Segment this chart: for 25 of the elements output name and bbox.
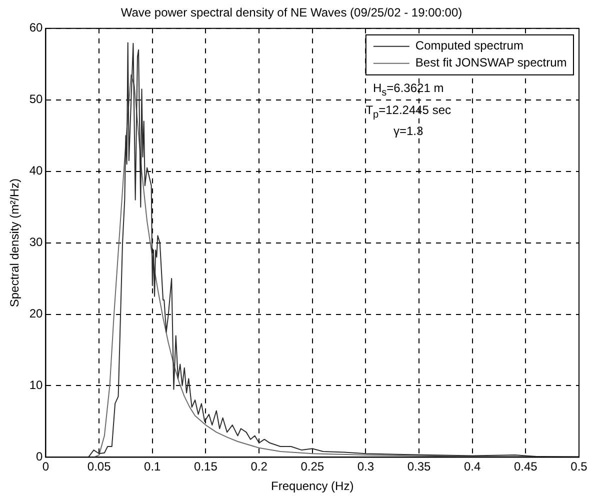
x-tick-label: 0.45 [514, 460, 538, 474]
y-tick-label: 40 [29, 164, 44, 178]
x-tick-label: 0.5 [570, 460, 588, 474]
annotation: T$_{p}$=12.2445 sec [366, 102, 451, 122]
y-tick-label: 10 [29, 378, 44, 392]
x-tick-label: 0.35 [407, 460, 432, 474]
x-tick-label: 0.4 [464, 460, 482, 474]
chart-title: Wave power spectral density of NE Waves (09/25/02 - 19:00:00) [120, 6, 462, 20]
annotation: γ=1.3 [392, 123, 424, 140]
x-tick-label: 0.2 [250, 460, 268, 474]
y-tick-label: 30 [29, 235, 44, 250]
y-tick-label: 60 [29, 20, 44, 35]
legend-label: Computed spectrum [415, 38, 524, 53]
annotation: H$_{s}$=6.3621 m [372, 80, 445, 101]
x-tick-label: 0.05 [87, 460, 112, 474]
x-axis-title: Frequency (Hz) [271, 479, 354, 494]
y-tick-label: 0 [36, 450, 44, 464]
y-tick-label: 20 [29, 306, 44, 321]
x-tick-label: 0.15 [194, 460, 218, 474]
legend-label: Best fit JONSWAP spectrum [415, 56, 567, 70]
y-tick-label: 50 [29, 92, 44, 106]
x-tick-label: 0.25 [300, 460, 324, 474]
x-tick-label: 0.3 [357, 460, 374, 474]
x-tick-label: 0.1 [144, 460, 162, 474]
y-axis-title: Spectral density (m²/Hz) [8, 178, 22, 308]
